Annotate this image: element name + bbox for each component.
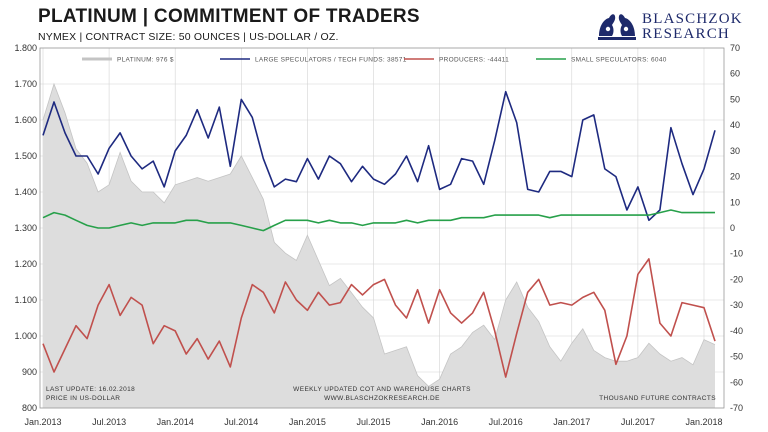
left-tick-label: 800 — [22, 403, 37, 413]
company-logo: BLASCHZOK RESEARCH — [596, 10, 746, 44]
x-tick-label: Jan.2016 — [421, 417, 458, 427]
legend: PLATINUM: 976 $ LARGE SPECULATORS / TECH … — [82, 57, 667, 64]
right-tick-label: 70 — [730, 43, 740, 53]
legend-producers-label: PRODUCERS: -44411 — [439, 57, 509, 64]
price-area-layer — [42, 82, 716, 408]
logo-text-line1: BLASCHZOK — [642, 11, 743, 27]
right-tick-label: 40 — [730, 120, 740, 130]
right-tick-label: 20 — [730, 172, 740, 182]
x-tick-label: Jan.2018 — [685, 417, 722, 427]
right-tick-label: -10 — [730, 249, 743, 259]
x-tick-label: Jan.2013 — [24, 417, 61, 427]
source-note-line2: WWW.BLASCHZOKRESEARCH.DE — [324, 395, 440, 402]
large-speculators-line — [42, 90, 716, 222]
right-tick-label: -20 — [730, 274, 743, 284]
x-tick-label: Jul.2017 — [621, 417, 655, 427]
x-tick-label: Jul.2015 — [356, 417, 390, 427]
left-tick-label: 1.500 — [14, 151, 37, 161]
right-tick-label: 0 — [730, 223, 735, 233]
left-tick-label: 1.200 — [14, 259, 37, 269]
x-tick-label: Jul.2016 — [489, 417, 523, 427]
left-tick-label: 1.800 — [14, 43, 37, 53]
left-tick-label: 1.300 — [14, 223, 37, 233]
last-update-note: LAST UPDATE: 16.02.2018 — [46, 386, 135, 393]
bull-bear-logo-icon — [598, 14, 636, 40]
right-tick-label: 50 — [730, 94, 740, 104]
small-speculators-line — [42, 209, 715, 232]
legend-platinum-label: PLATINUM: 976 $ — [117, 57, 174, 64]
right-tick-label: -50 — [730, 352, 743, 362]
x-axis-ticks: Jan.2013 Jul.2013 Jan.2014 Jul.2014 Jan.2015… — [24, 417, 722, 427]
left-tick-label: 1.100 — [14, 295, 37, 305]
x-tick-label: Jul.2013 — [92, 417, 126, 427]
producers-line — [42, 258, 716, 378]
x-tick-label: Jan.2014 — [157, 417, 194, 427]
chart-subtitle: NYMEX | CONTRACT SIZE: 50 OUNCES | US-DO… — [38, 31, 339, 43]
legend-small-speculators-label: SMALL SPECULATORS: 6040 — [571, 57, 667, 64]
right-tick-label: 30 — [730, 146, 740, 156]
left-tick-label: 1.000 — [14, 331, 37, 341]
price-unit-note: PRICE IN US-DOLLAR — [46, 395, 120, 402]
left-axis-ticks: 800 900 1.000 1.100 1.200 1.300 1.400 1.500 1.60… — [14, 43, 37, 413]
right-tick-label: -30 — [730, 300, 743, 310]
plot-frame — [39, 47, 725, 409]
x-tick-label: Jan.2015 — [289, 417, 326, 427]
left-tick-label: 1.700 — [14, 79, 37, 89]
right-tick-label: -40 — [730, 326, 743, 336]
chart-title: PLATINUM | COMMITMENT OF TRADERS — [38, 6, 420, 27]
right-axis-ticks: 70 60 50 40 30 20 10 0 -10 -20 -30 -40 -50 -60 -70 — [730, 43, 743, 413]
left-tick-label: 900 — [22, 367, 37, 377]
left-tick-label: 1.400 — [14, 187, 37, 197]
legend-large-speculators-label: LARGE SPECULATORS / TECH FUNDS: 38571 — [255, 57, 407, 64]
right-tick-label: 60 — [730, 69, 740, 79]
right-tick-label: -60 — [730, 377, 743, 387]
right-tick-label: -70 — [730, 403, 743, 413]
series-lines-layer — [42, 90, 716, 378]
right-tick-label: 10 — [730, 197, 740, 207]
price-line — [42, 82, 716, 387]
source-note-line1: WEEKLY UPDATED COT AND WAREHOUSE CHARTS — [293, 386, 471, 393]
x-tick-label: Jan.2017 — [553, 417, 590, 427]
x-tick-label: Jul.2014 — [224, 417, 258, 427]
price-area-fill — [43, 84, 715, 408]
logo-text-line2: RESEARCH — [642, 26, 730, 42]
left-tick-label: 1.600 — [14, 115, 37, 125]
right-unit-note: THOUSAND FUTURE CONTRACTS — [599, 395, 716, 402]
